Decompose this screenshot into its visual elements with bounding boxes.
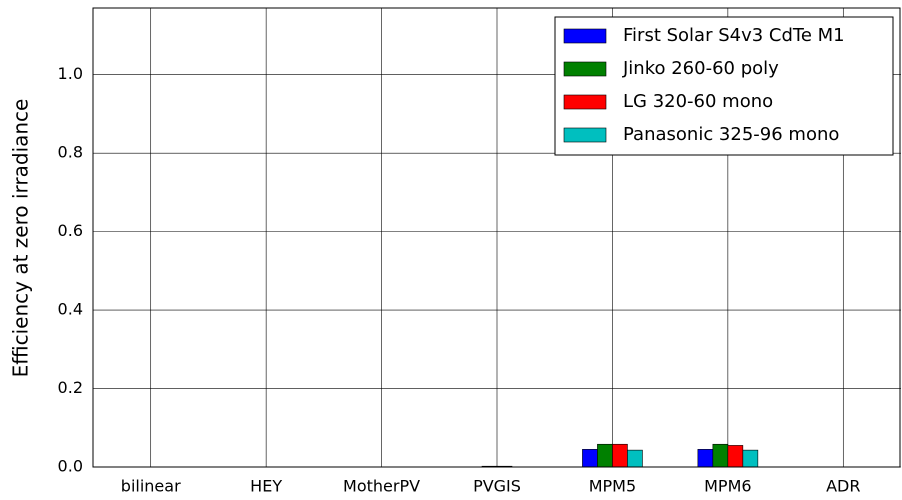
x-tick-label: MPM6 xyxy=(704,477,751,496)
bar xyxy=(742,449,759,468)
bar xyxy=(612,443,628,468)
y-tick-label: 0.0 xyxy=(58,457,83,476)
legend-label: LG 320-60 mono xyxy=(623,91,773,112)
legend-label: First Solar S4v3 CdTe M1 xyxy=(623,25,845,46)
bar xyxy=(627,449,643,468)
bar xyxy=(597,443,613,468)
legend-label: Jinko 260-60 poly xyxy=(622,58,779,79)
x-tick-label: MotherPV xyxy=(343,477,420,496)
legend-box xyxy=(554,16,894,156)
y-tick-label: 0.8 xyxy=(58,143,83,162)
x-tick-label: ADR xyxy=(826,477,860,496)
legend-swatch xyxy=(563,94,607,110)
x-tick-label: HEY xyxy=(250,477,282,496)
legend-swatch xyxy=(563,28,607,44)
legend-swatch xyxy=(563,127,607,143)
y-axis-label: Efficiency at zero irradiance xyxy=(9,99,33,378)
y-tick-label: 0.6 xyxy=(58,221,83,240)
y-tick-label: 0.4 xyxy=(58,300,83,319)
y-tick-label: 0.2 xyxy=(58,378,83,397)
bar xyxy=(712,443,729,468)
plot-frame xyxy=(92,7,901,468)
bar xyxy=(582,449,598,468)
bar xyxy=(727,445,744,468)
x-tick-label: MPM5 xyxy=(589,477,636,496)
x-tick-label: bilinear xyxy=(121,477,181,496)
x-tick-label: PVGIS xyxy=(473,477,521,496)
legend-swatch xyxy=(563,61,607,77)
bar xyxy=(697,449,714,468)
legend-label: Panasonic 325-96 mono xyxy=(623,124,839,145)
y-tick-label: 1.0 xyxy=(58,64,83,83)
